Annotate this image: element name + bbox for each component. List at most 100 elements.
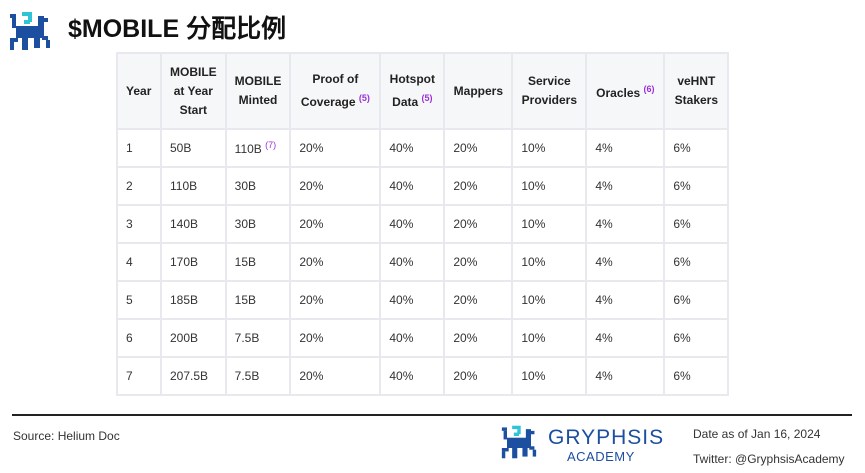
table-cell: 4% <box>585 166 666 206</box>
cell-value: 140B <box>170 217 199 231</box>
table-cell: 15B <box>224 280 292 320</box>
table-cell: 40% <box>379 280 446 320</box>
header-label: veHNT Stakers <box>674 74 719 107</box>
footnote-ref[interactable]: (7) <box>265 140 277 150</box>
cell-value: 40% <box>389 141 414 155</box>
twitter-handle: Twitter: @GryphsisAcademy <box>693 452 845 466</box>
footnote-ref[interactable]: (6) <box>643 83 655 94</box>
table-cell: 6% <box>663 166 730 206</box>
column-header: Service Providers <box>511 52 588 130</box>
header-label: MOBILE at Year Start <box>170 64 217 117</box>
cell-value: 1 <box>126 141 133 155</box>
cell-value: 6% <box>673 331 691 345</box>
page-title: $MOBILE 分配比例 <box>68 15 287 43</box>
cell-value: 20% <box>299 179 324 193</box>
cell-value: 6% <box>673 179 691 193</box>
table-cell: 40% <box>379 356 446 396</box>
table-cell: 4% <box>585 356 666 396</box>
table-cell: 3 <box>116 204 162 244</box>
table-cell: 170B <box>160 242 227 282</box>
table-cell: 20% <box>443 128 514 168</box>
table-row: 7 207.5B 7.5B 20% 40% 20% 10% 4% 6% <box>116 356 730 396</box>
cell-value: 10% <box>521 141 546 155</box>
table-cell: 185B <box>160 280 227 320</box>
cell-value: 4% <box>595 141 613 155</box>
table-row: 1 50B 110B (7) 20% 40% 20% 10% 4% 6% <box>116 128 730 168</box>
cell-value: 4% <box>595 293 613 307</box>
table-row: 6 200B 7.5B 20% 40% 20% 10% 4% 6% <box>116 318 730 358</box>
cell-value: 4 <box>126 255 133 269</box>
table-cell: 20% <box>289 280 382 320</box>
table-cell: 6% <box>663 280 730 320</box>
cell-value: 7.5B <box>234 331 260 345</box>
table-cell: 10% <box>511 204 588 244</box>
column-header: MOBILE Minted <box>224 52 292 130</box>
cell-value: 20% <box>299 141 324 155</box>
cell-value: 5 <box>126 293 133 307</box>
cell-value: 20% <box>299 217 324 231</box>
cell-value: 4% <box>595 217 613 231</box>
cell-value: 20% <box>453 179 478 193</box>
cell-value: 4% <box>595 369 613 383</box>
table-cell: 6% <box>663 356 730 396</box>
table-row: 4 170B 15B 20% 40% 20% 10% 4% 6% <box>116 242 730 282</box>
cell-value: 10% <box>521 331 546 345</box>
divider <box>12 414 852 416</box>
cell-value: 30B <box>234 217 257 231</box>
allocation-table: Year MOBILE at Year Start MOBILE Minted Pro… <box>116 52 730 396</box>
table-cell: 6% <box>663 242 730 282</box>
table-cell: 30B <box>224 166 292 206</box>
cell-value: 40% <box>389 331 414 345</box>
table-cell: 20% <box>443 356 514 396</box>
table-cell: 110B (7) <box>224 128 292 168</box>
cell-value: 10% <box>521 293 546 307</box>
table-cell: 20% <box>443 242 514 282</box>
header-label: Oracles <box>596 85 641 100</box>
gryphsis-logo-icon <box>501 425 537 459</box>
table-cell: 20% <box>289 166 382 206</box>
header-label: MOBILE Minted <box>234 74 282 107</box>
header-label: Mappers <box>453 83 504 98</box>
table-cell: 1 <box>116 128 162 168</box>
cell-value: 40% <box>389 179 414 193</box>
cell-value: 110B <box>170 179 198 193</box>
column-header: Mappers <box>443 52 514 130</box>
cell-value: 110B <box>234 142 262 156</box>
cell-value: 15B <box>234 293 257 307</box>
table-cell: 20% <box>443 318 514 358</box>
cell-value: 207.5B <box>170 369 209 383</box>
table-cell: 4% <box>585 280 666 320</box>
table-cell: 10% <box>511 318 588 358</box>
cell-value: 15B <box>234 255 257 269</box>
cell-value: 6 <box>126 331 133 345</box>
cell-value: 20% <box>453 369 478 383</box>
cell-value: 7 <box>126 369 133 383</box>
table-cell: 10% <box>511 280 588 320</box>
table-cell: 207.5B <box>160 356 227 396</box>
footnote-ref[interactable]: (5) <box>421 93 433 103</box>
table-cell: 7.5B <box>224 356 292 396</box>
table-cell: 4 <box>116 242 162 282</box>
cell-value: 20% <box>299 255 324 269</box>
table-cell: 20% <box>443 204 514 244</box>
table-cell: 10% <box>511 128 588 168</box>
table-cell: 20% <box>289 356 382 396</box>
column-header: Year <box>116 52 162 130</box>
cell-value: 200B <box>170 331 199 345</box>
table-row: 3 140B 30B 20% 40% 20% 10% 4% 6% <box>116 204 730 244</box>
table-cell: 7.5B <box>224 318 292 358</box>
table-cell: 2 <box>116 166 162 206</box>
column-header: Hotspot Data (5) <box>379 52 446 130</box>
table-cell: 6% <box>663 128 730 168</box>
brand-subtitle: ACADEMY <box>567 449 635 464</box>
cell-value: 30B <box>234 179 257 193</box>
cell-value: 40% <box>389 255 414 269</box>
table-cell: 20% <box>443 280 514 320</box>
cell-value: 6% <box>673 255 691 269</box>
table-cell: 50B <box>160 128 227 168</box>
table-cell: 4% <box>585 128 666 168</box>
cell-value: 10% <box>521 217 546 231</box>
cell-value: 50B <box>170 141 192 155</box>
footnote-ref[interactable]: (5) <box>358 93 370 103</box>
cell-value: 6% <box>673 293 691 307</box>
